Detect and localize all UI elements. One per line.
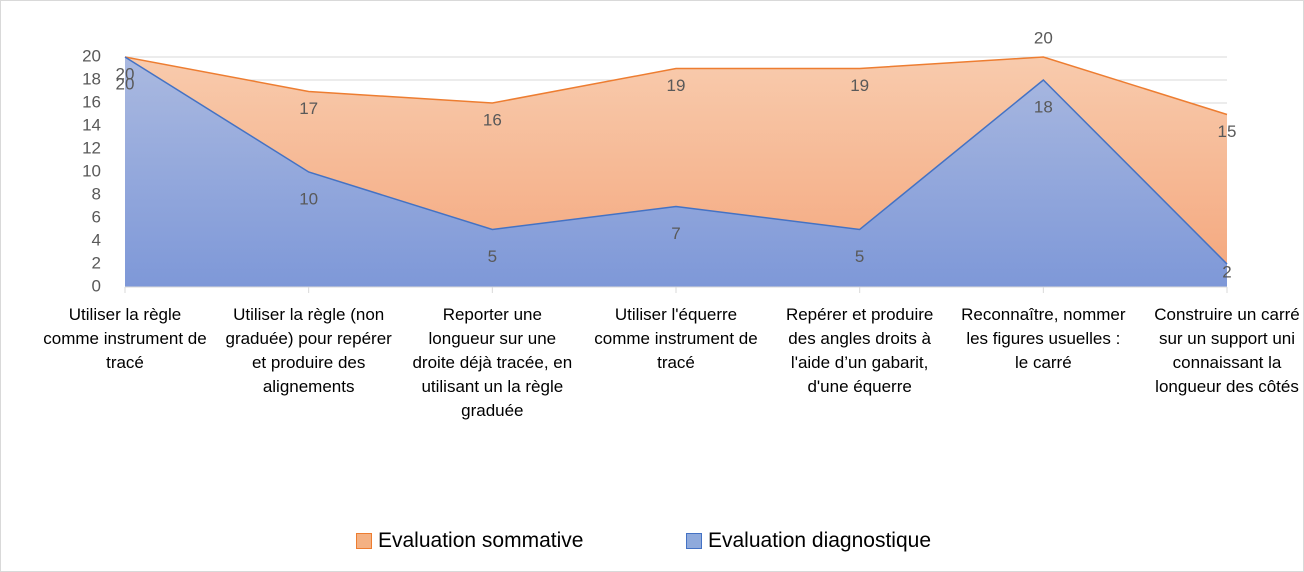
y-tick-label: 14 [82,115,101,134]
data-label: 20 [116,74,135,93]
x-tick-label: Reporter une longueur sur une droite déj… [412,305,573,420]
legend-item: Evaluation sommative [356,529,583,553]
x-tick-label: Repérer et produire des angles droits à … [785,305,934,396]
y-tick-label: 4 [92,230,101,249]
data-label: 20 [1034,28,1053,47]
legend-item: Evaluation diagnostique [686,529,931,553]
legend-label: Evaluation diagnostique [708,529,932,552]
y-tick-label: 0 [92,276,101,295]
area-line [124,56,1228,265]
y-tick-label: 16 [82,92,101,111]
data-label: 2 [1222,262,1231,281]
data-label: 10 [299,189,318,208]
x-tick-label: Utiliser la règle comme instrument de tr… [43,305,207,372]
data-label: 5 [488,247,497,266]
data-label: 20 [116,64,135,83]
data-label: 15 [1218,122,1237,141]
y-tick-label: 8 [92,184,101,203]
y-tick-label: 12 [82,138,101,157]
area [125,57,1227,287]
legend-label: Evaluation sommative [378,529,584,552]
x-tick-label: Reconnaître, nommer les figures usuelles… [961,305,1126,372]
data-label: 17 [299,99,318,118]
y-tick-label: 6 [92,207,101,226]
y-tick-label: 20 [82,46,101,65]
data-label: 18 [1034,97,1053,116]
legend-swatch [686,533,702,549]
y-tick-label: 2 [92,253,101,272]
x-tick-label: Utiliser la règle (non graduée) pour rep… [225,305,392,396]
data-label: 19 [667,76,686,95]
area-line [124,56,1228,116]
x-tick-label: Utiliser l'équerre comme instrument de t… [594,305,758,372]
y-tick-label: 18 [82,69,101,88]
x-tick-label: Construire un carré sur un support uni c… [1154,305,1300,396]
y-tick-label: 10 [82,161,101,180]
data-label: 19 [850,76,869,95]
legend-swatch [356,533,372,549]
data-label: 5 [855,247,864,266]
data-label: 7 [671,224,680,243]
data-label: 16 [483,110,502,129]
